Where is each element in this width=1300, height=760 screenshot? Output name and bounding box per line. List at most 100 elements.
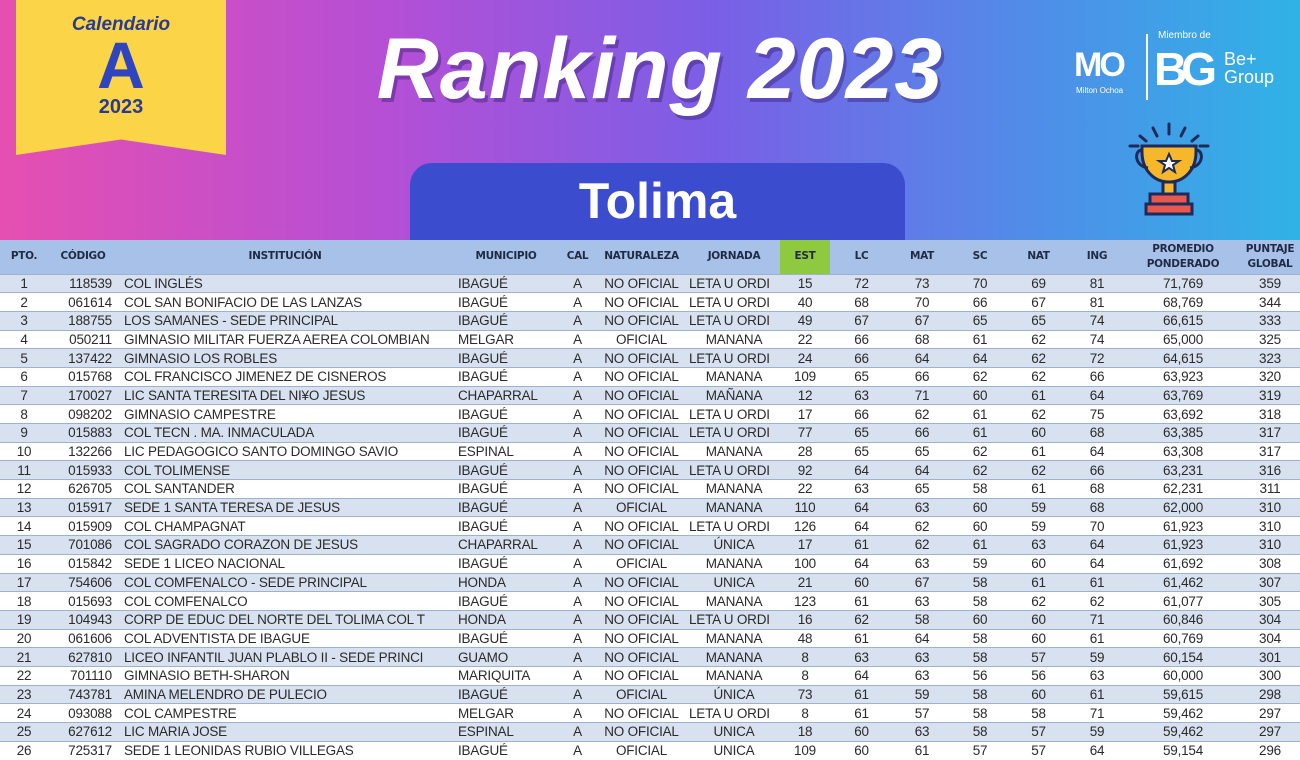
- cell-ing: 64: [1068, 535, 1126, 555]
- cell-global-score: 300: [1240, 665, 1300, 686]
- cell-rank: 15: [0, 535, 48, 555]
- cell-weighted-average: 65,000: [1126, 329, 1240, 349]
- cell-global-score: 297: [1240, 703, 1300, 723]
- cell-ing: 64: [1068, 553, 1126, 573]
- header-banner: Calendario A 2023 Ranking 2023 Tolima MO…: [0, 0, 1300, 243]
- cell-nat: 56: [1009, 665, 1068, 686]
- cell-code: 118539: [48, 273, 118, 293]
- cell-rank: 21: [0, 647, 48, 667]
- cell-institution: COL FRANCISCO JIMENEZ DE CISNEROS: [118, 366, 452, 387]
- column-header-global-score: PUNTAJE GLOBAL: [1240, 240, 1300, 274]
- cell-code: 098202: [48, 404, 118, 424]
- column-header-schedule: JORNADA: [688, 240, 780, 274]
- cell-nature: NO OFICIAL: [595, 273, 688, 293]
- cell-lc: 65: [830, 423, 893, 443]
- table-row: 26 725317 SEDE 1 LEONIDAS RUBIO VILLEGAS IB…: [0, 740, 1300, 760]
- cell-municipality: IBAGUÉ: [452, 292, 560, 312]
- cell-ing: 68: [1068, 479, 1126, 499]
- cell-code: 061606: [48, 628, 118, 648]
- cell-ing: 81: [1068, 292, 1126, 312]
- cell-institution: COL COMFENALCO - SEDE PRINCIPAL: [118, 572, 452, 592]
- cell-weighted-average: 63,769: [1126, 385, 1240, 405]
- cell-rank: 17: [0, 572, 48, 592]
- cell-schedule: MAÑANA: [688, 385, 780, 405]
- table-row: 2 061614 COL SAN BONIFACIO DE LAS LANZAS IB…: [0, 292, 1300, 312]
- cell-global-score: 317: [1240, 423, 1300, 443]
- cell-nature: NO OFICIAL: [595, 609, 688, 630]
- cell-code: 743781: [48, 684, 118, 704]
- cell-sc: 61: [951, 404, 1009, 424]
- table-row: 6 015768 COL FRANCISCO JIMENEZ DE CISNEROS…: [0, 366, 1300, 387]
- cell-calendar: A: [560, 423, 595, 443]
- cell-ing: 75: [1068, 404, 1126, 424]
- cell-mat: 70: [893, 292, 951, 312]
- cell-students: 8: [780, 647, 830, 667]
- cell-ing: 68: [1068, 497, 1126, 517]
- cell-code: 627810: [48, 647, 118, 667]
- cell-rank: 22: [0, 665, 48, 686]
- cell-weighted-average: 60,846: [1126, 609, 1240, 630]
- cell-weighted-average: 61,077: [1126, 591, 1240, 611]
- cell-global-score: 310: [1240, 497, 1300, 517]
- cell-mat: 67: [893, 310, 951, 331]
- cell-schedule: MANANA: [688, 628, 780, 648]
- cell-calendar: A: [560, 684, 595, 704]
- cell-nat: 62: [1009, 404, 1068, 424]
- cell-code: 137422: [48, 348, 118, 368]
- column-header-calendar: CAL: [560, 240, 595, 274]
- cell-lc: 64: [830, 553, 893, 573]
- cell-students: 92: [780, 460, 830, 480]
- cell-code: 170027: [48, 385, 118, 405]
- badge-letter: A: [97, 28, 145, 102]
- cell-mat: 66: [893, 423, 951, 443]
- cell-code: 015883: [48, 423, 118, 443]
- cell-students: 22: [780, 479, 830, 499]
- cell-lc: 64: [830, 516, 893, 536]
- cell-institution: COL INGLÉS: [118, 273, 452, 293]
- cell-nature: NO OFICIAL: [595, 310, 688, 331]
- cell-institution: COL SAN BONIFACIO DE LAS LANZAS: [118, 292, 452, 312]
- cell-calendar: A: [560, 329, 595, 349]
- cell-global-score: 304: [1240, 609, 1300, 630]
- cell-nat: 63: [1009, 535, 1068, 555]
- cell-code: 050211: [48, 329, 118, 349]
- cell-code: 701110: [48, 665, 118, 686]
- cell-code: 015909: [48, 516, 118, 536]
- milton-ochoa-text: Milton Ochoa: [1076, 86, 1124, 95]
- cell-students: 21: [780, 572, 830, 592]
- column-header-institution: INSTITUCIÓN: [118, 240, 452, 274]
- cell-code: 015842: [48, 553, 118, 573]
- cell-sc: 66: [951, 292, 1009, 312]
- cell-municipality: MARIQUITA: [452, 665, 560, 686]
- cell-weighted-average: 62,231: [1126, 479, 1240, 499]
- cell-institution: COL TOLIMENSE: [118, 460, 452, 480]
- cell-weighted-average: 59,615: [1126, 684, 1240, 704]
- cell-mat: 65: [893, 479, 951, 499]
- cell-code: 627612: [48, 722, 118, 742]
- cell-nat: 60: [1009, 609, 1068, 630]
- cell-students: 16: [780, 609, 830, 630]
- cell-institution: LIC MARIA JOSE: [118, 722, 452, 742]
- cell-calendar: A: [560, 647, 595, 667]
- cell-schedule: ÚNICA: [688, 684, 780, 704]
- cell-schedule: LETA U ORDI: [688, 703, 780, 723]
- cell-rank: 18: [0, 591, 48, 611]
- cell-schedule: LETA U ORDI: [688, 310, 780, 331]
- cell-institution: SEDE 1 LICEO NACIONAL: [118, 553, 452, 573]
- cell-schedule: MANANA: [688, 441, 780, 461]
- cell-municipality: IBAGUÉ: [452, 628, 560, 648]
- cell-nat: 57: [1009, 722, 1068, 742]
- cell-code: 626705: [48, 479, 118, 499]
- cell-rank: 11: [0, 460, 48, 480]
- cell-nat: 57: [1009, 647, 1068, 667]
- cell-weighted-average: 60,154: [1126, 647, 1240, 667]
- cell-weighted-average: 63,923: [1126, 366, 1240, 387]
- cell-rank: 19: [0, 609, 48, 630]
- cell-code: 754606: [48, 572, 118, 592]
- cell-sc: 58: [951, 647, 1009, 667]
- cell-schedule: MANANA: [688, 479, 780, 499]
- cell-global-score: 317: [1240, 441, 1300, 461]
- cell-nat: 62: [1009, 460, 1068, 480]
- cell-sc: 62: [951, 441, 1009, 461]
- cell-mat: 63: [893, 647, 951, 667]
